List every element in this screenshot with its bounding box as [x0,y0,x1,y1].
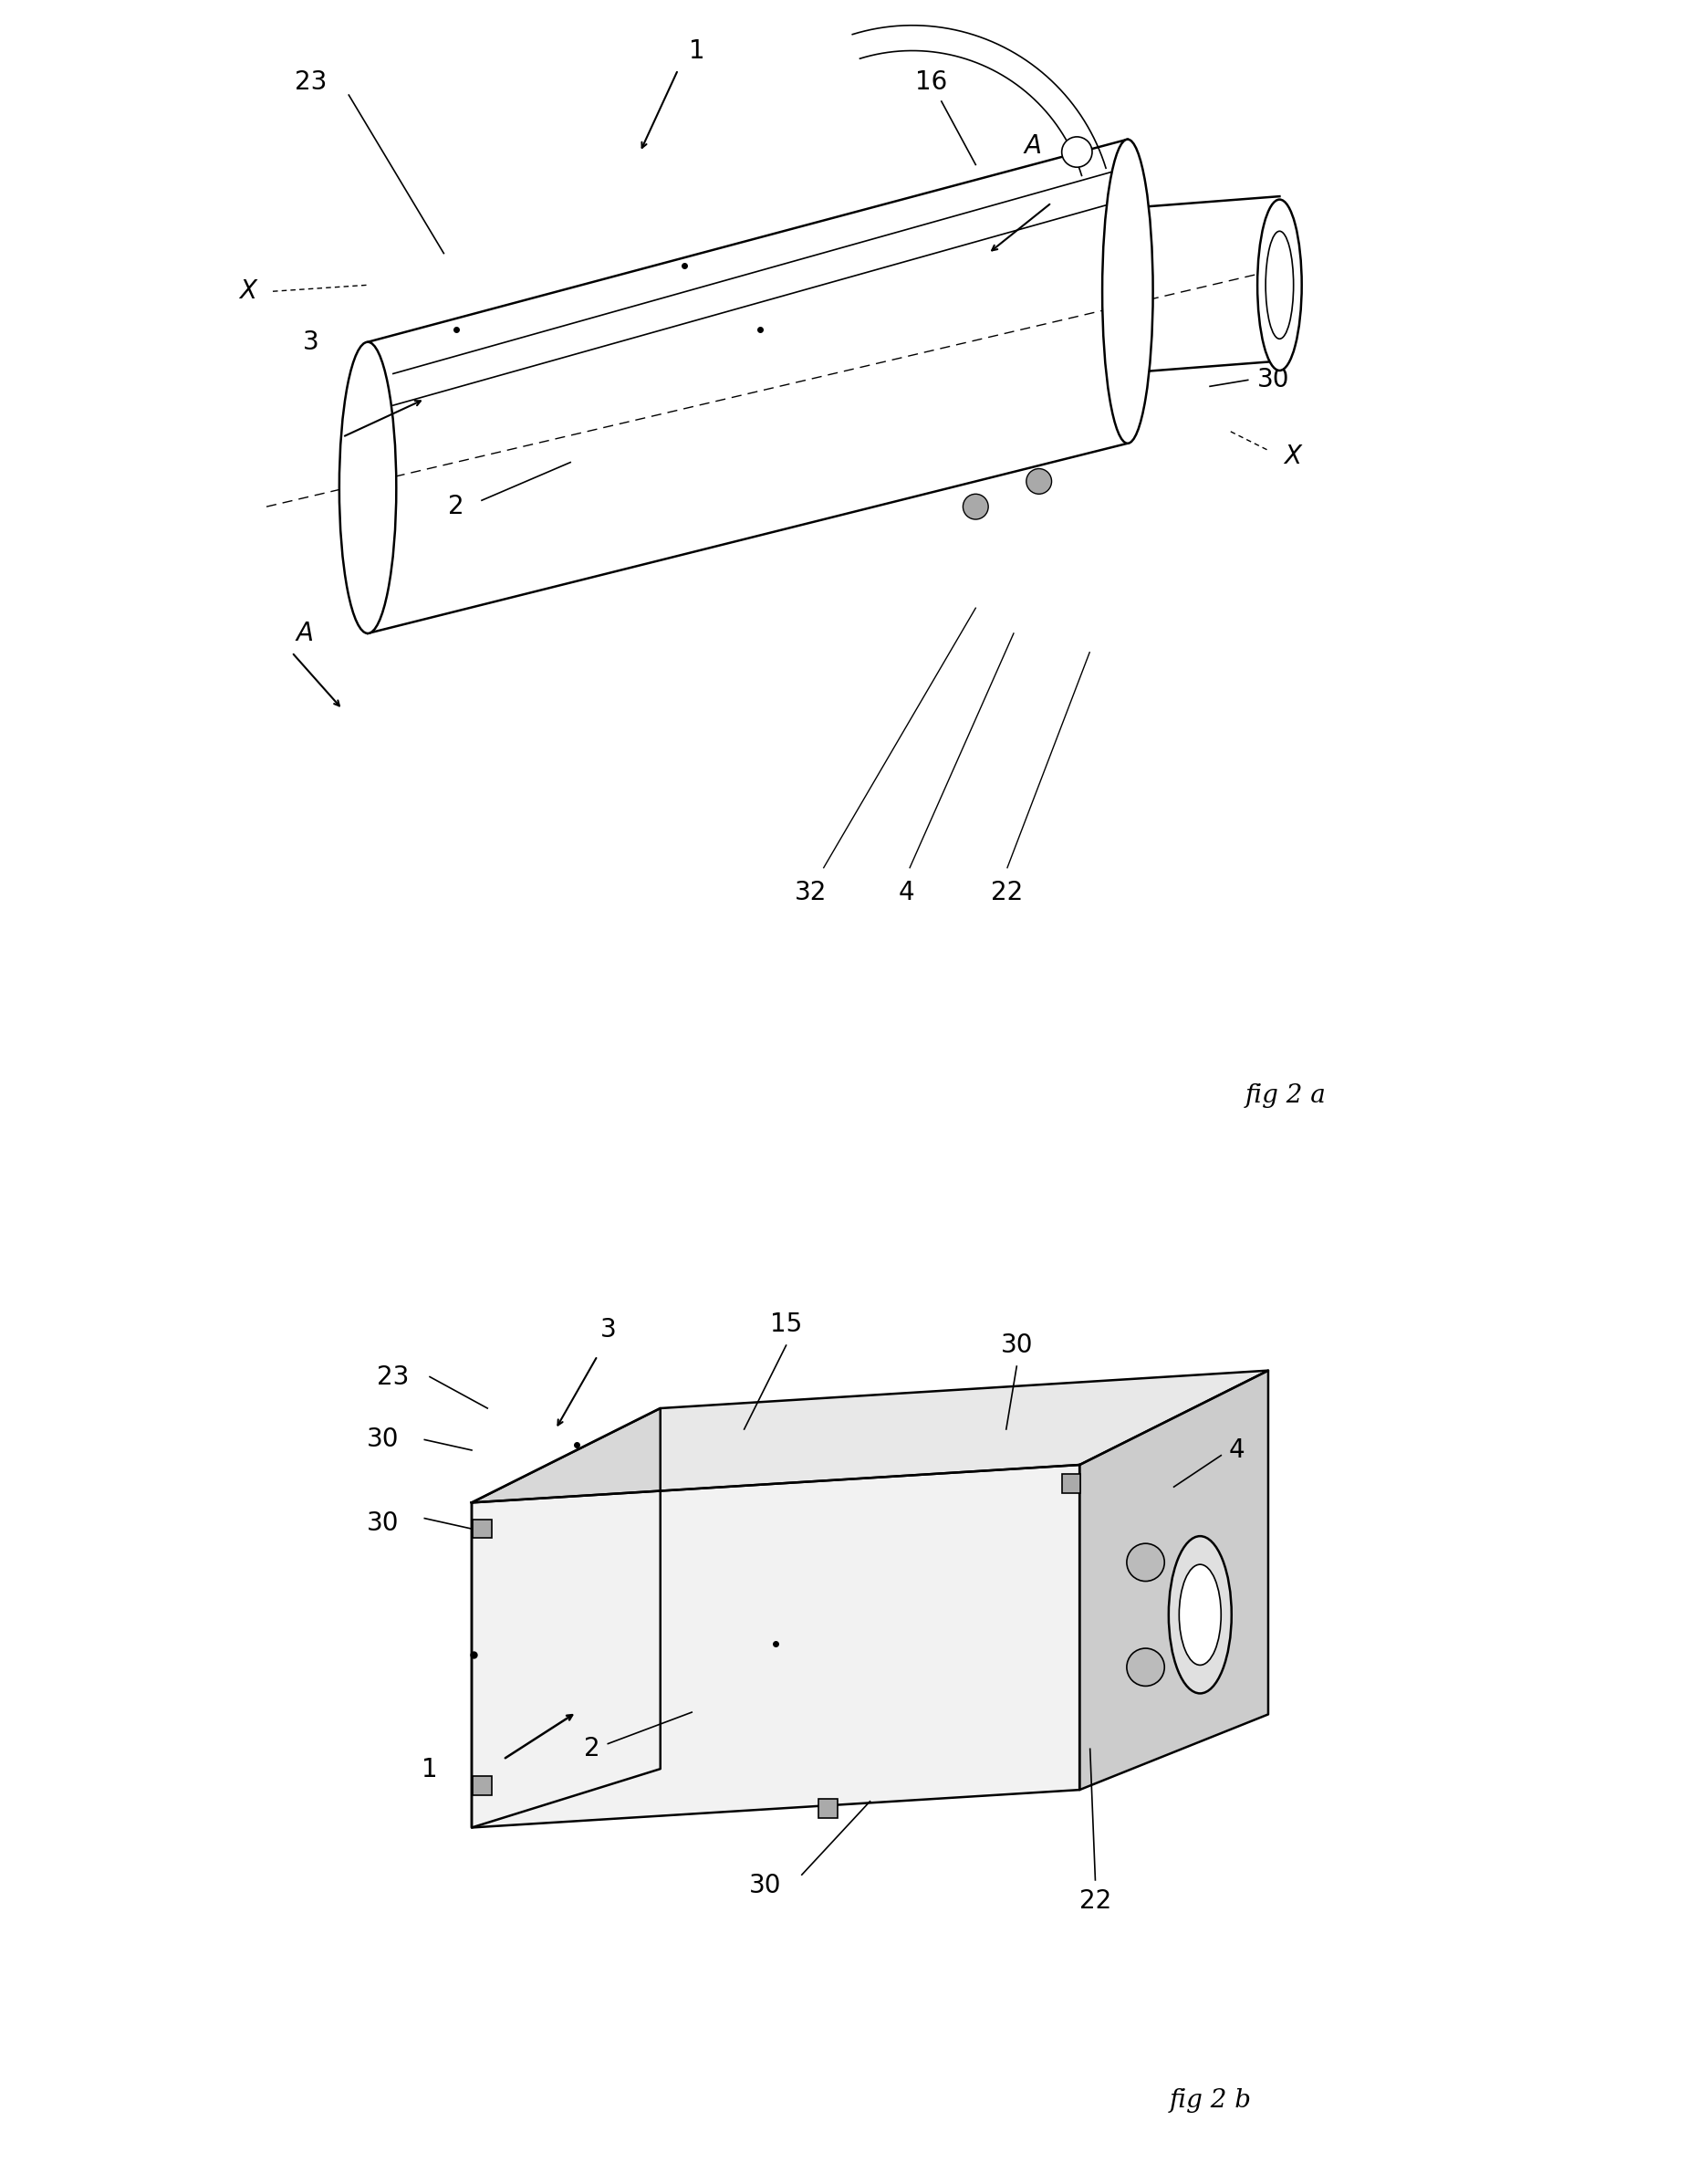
Circle shape [1026,470,1051,494]
Ellipse shape [340,343,396,633]
Text: 4: 4 [898,880,914,906]
Text: 23: 23 [295,70,328,96]
Polygon shape [1080,1372,1268,1791]
Ellipse shape [1178,1564,1221,1664]
Polygon shape [472,1465,1080,1828]
FancyBboxPatch shape [1061,1474,1080,1494]
Ellipse shape [1258,199,1302,371]
Text: A: A [1024,133,1041,159]
Text: 1: 1 [421,1758,438,1782]
Text: 30: 30 [749,1872,781,1898]
Circle shape [963,494,988,520]
Ellipse shape [1168,1535,1231,1693]
Text: X: X [239,280,256,304]
Text: 15: 15 [769,1313,801,1337]
FancyBboxPatch shape [472,1776,492,1795]
Text: 32: 32 [795,880,827,906]
Text: A: A [295,620,312,646]
Text: X: X [1284,443,1301,470]
Text: 30: 30 [367,1426,399,1452]
Text: 3: 3 [599,1317,616,1343]
Text: 22: 22 [992,880,1024,906]
FancyBboxPatch shape [472,1520,492,1538]
Text: 23: 23 [377,1365,409,1389]
Text: 30: 30 [1000,1332,1032,1358]
Text: 1: 1 [689,37,705,63]
Text: fig 2 b: fig 2 b [1170,2088,1251,2112]
Polygon shape [472,1409,661,1828]
Text: 4: 4 [1229,1437,1245,1463]
Ellipse shape [1265,232,1294,339]
FancyBboxPatch shape [818,1800,837,1817]
Text: fig 2 a: fig 2 a [1245,1083,1326,1107]
Text: 3: 3 [302,330,319,354]
Circle shape [1061,138,1092,168]
Text: 2: 2 [584,1736,601,1762]
Text: 30: 30 [1257,367,1289,393]
Ellipse shape [1102,140,1153,443]
Circle shape [1127,1544,1165,1581]
Text: 30: 30 [367,1511,399,1535]
Text: 22: 22 [1080,1889,1112,1913]
Polygon shape [472,1372,1268,1503]
Text: 16: 16 [915,70,947,96]
Text: 2: 2 [448,494,465,520]
Circle shape [1127,1649,1165,1686]
